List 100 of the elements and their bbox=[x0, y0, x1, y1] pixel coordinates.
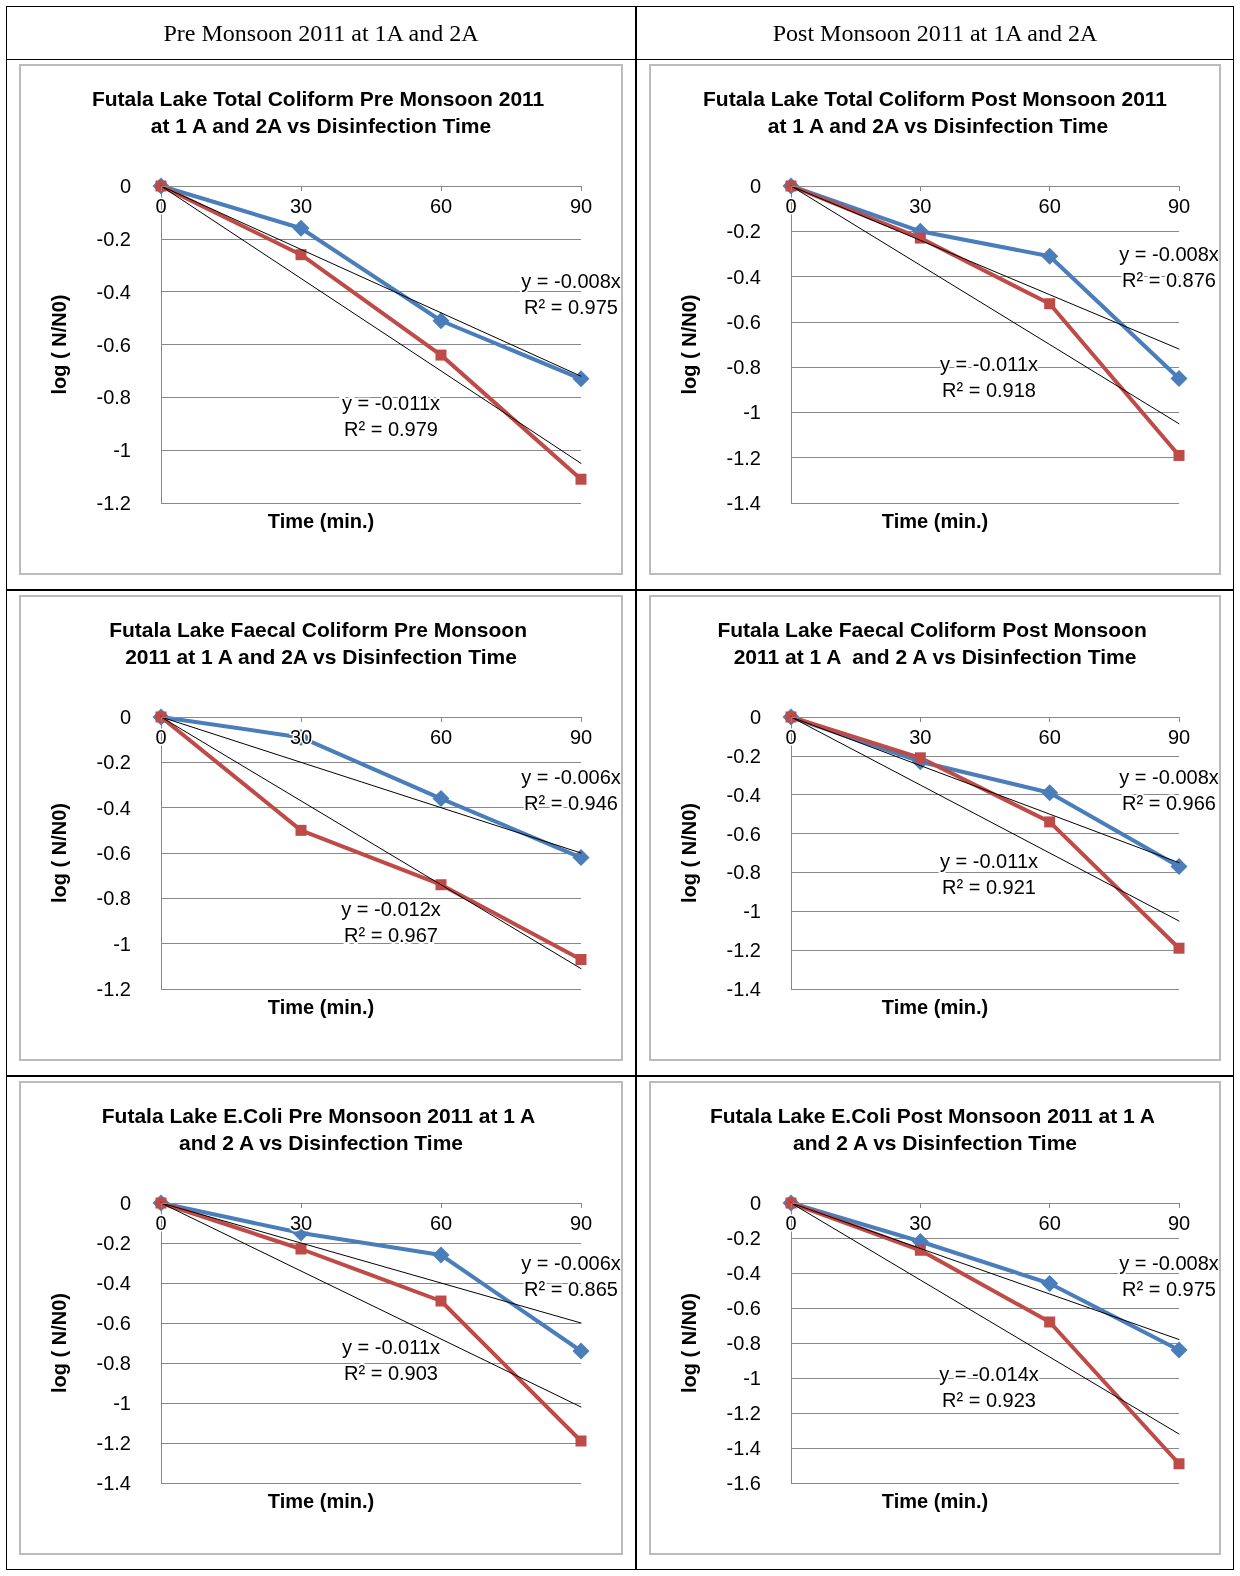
annotation: y = -0.006x bbox=[521, 1252, 621, 1274]
x-axis-title: Time (min.) bbox=[267, 1490, 375, 1512]
x-tick-label: 90 bbox=[1167, 195, 1191, 217]
y-tick-label: -1.4 bbox=[96, 1472, 131, 1494]
y-tick-label: -0.4 bbox=[96, 796, 131, 819]
y-tick-label: -0.8 bbox=[726, 861, 761, 884]
y-tick-label: -0.8 bbox=[96, 887, 131, 910]
y-tick-label: -0.6 bbox=[726, 822, 761, 845]
x-tick-label: 0 bbox=[155, 1212, 167, 1234]
y-tick-label: -0.6 bbox=[96, 842, 131, 864]
y-axis-title: log ( N/N0) bbox=[678, 803, 700, 903]
x-tick-label: 30 bbox=[289, 195, 313, 217]
y-tick-label: 0 bbox=[749, 1192, 761, 1214]
annotation: y = -0.008x bbox=[1119, 1252, 1219, 1274]
y-tick-label: -1.2 bbox=[726, 1402, 761, 1424]
annotation: y = -0.008x bbox=[1119, 766, 1219, 788]
x-axis-title: Time (min.) bbox=[881, 510, 989, 532]
annotation: y = -0.011x bbox=[341, 1336, 441, 1358]
annotation: y = -0.006x bbox=[521, 766, 621, 788]
annotation: y = -0.011x bbox=[939, 352, 1039, 375]
x-tick-label: 90 bbox=[569, 1212, 593, 1234]
x-tick-label: 60 bbox=[1038, 1212, 1061, 1234]
y-axis-title: log ( N/N0) bbox=[48, 1293, 70, 1393]
annotation: R² = 0.975 bbox=[1122, 1278, 1216, 1300]
chart-title: Futala Lake Faecal Coliform Post Monsoon 2011 at 1 A and 2 A vs Disinfection Time bbox=[717, 618, 1153, 668]
y-axis-title: log ( N/N0) bbox=[678, 1293, 700, 1393]
annotation: y = -0.011x bbox=[939, 850, 1039, 872]
annotation: y = -0.008x bbox=[1119, 243, 1219, 266]
y-tick-label: -0.8 bbox=[726, 1332, 761, 1354]
chart-title: Futala Lake Faecal Coliform Pre Monsoon 2011 at 1 A and 2A vs Disinfection Time bbox=[109, 618, 533, 668]
y-tick-label: 0 bbox=[749, 706, 761, 728]
y-tick-label: 0 bbox=[749, 175, 761, 197]
x-tick-label: 90 bbox=[1167, 1212, 1191, 1234]
y-tick-label: -1.2 bbox=[726, 939, 761, 962]
y-tick-label: -0.2 bbox=[726, 744, 761, 767]
y-tick-label: -1.2 bbox=[96, 978, 131, 1000]
x-axis-title: Time (min.) bbox=[267, 510, 375, 532]
y-tick-label: -0.8 bbox=[96, 1352, 131, 1374]
x-tick-label: 30 bbox=[909, 1212, 932, 1234]
chart-title: Futala Lake E.Coli Pre Monsoon 2011 at 1 A and 2 A vs Disinfection Time bbox=[101, 1104, 541, 1154]
y-tick-label: -1 bbox=[113, 1392, 131, 1414]
annotation: R² = 0.865 bbox=[524, 1278, 618, 1300]
x-tick-label: 0 bbox=[785, 195, 797, 217]
x-axis-title: Time (min.) bbox=[267, 996, 375, 1018]
x-tick-label: 60 bbox=[429, 726, 453, 748]
y-tick-label: -0.4 bbox=[96, 280, 131, 303]
x-tick-label: 30 bbox=[289, 1212, 313, 1234]
y-tick-label: 0 bbox=[119, 175, 131, 197]
y-tick-label: -0.4 bbox=[96, 1272, 131, 1294]
y-tick-label: -1.6 bbox=[726, 1472, 761, 1494]
y-tick-label: -1 bbox=[743, 900, 761, 923]
annotation: R² = 0.967 bbox=[344, 923, 438, 946]
y-tick-label: 0 bbox=[119, 706, 131, 728]
annotation: R² = 0.946 bbox=[524, 792, 618, 814]
annotation: R² = 0.979 bbox=[344, 418, 438, 441]
annotation: R² = 0.918 bbox=[942, 378, 1036, 401]
y-tick-label: -0.6 bbox=[726, 1297, 761, 1319]
annotation: R² = 0.923 bbox=[942, 1389, 1036, 1411]
x-axis-title: Time (min.) bbox=[881, 1490, 989, 1512]
annotation: R² = 0.921 bbox=[942, 876, 1036, 898]
y-tick-label: -1 bbox=[743, 401, 761, 424]
y-tick-label: -0.6 bbox=[96, 1312, 131, 1334]
y-tick-label: -0.6 bbox=[726, 310, 761, 333]
y-tick-label: -1 bbox=[113, 439, 131, 462]
x-tick-label: 60 bbox=[429, 1212, 453, 1234]
y-tick-label: -0.4 bbox=[726, 1262, 761, 1284]
annotation: R² = 0.975 bbox=[524, 296, 618, 319]
y-tick-label: -0.8 bbox=[726, 356, 761, 379]
x-tick-label: 0 bbox=[785, 1212, 797, 1234]
y-tick-label: -1.4 bbox=[726, 492, 761, 514]
chart-subtitle: Post Monsoon 2011 at 1A and 2A bbox=[637, 7, 1233, 60]
x-tick-label: 90 bbox=[569, 726, 593, 748]
y-tick-label: -0.2 bbox=[96, 227, 131, 250]
annotation: y = -0.011x bbox=[341, 392, 441, 415]
y-tick-label: -1.4 bbox=[726, 978, 761, 1000]
chart-title: Futala Lake Total Coliform Post Monsoon 2011 at 1 A and 2A vs Disinfection Time bbox=[702, 87, 1168, 137]
y-tick-label: -1 bbox=[113, 932, 131, 955]
x-tick-label: 60 bbox=[1038, 195, 1061, 217]
x-tick-label: 30 bbox=[909, 726, 932, 748]
y-tick-label: -1.2 bbox=[726, 446, 761, 469]
y-tick-label: -1.2 bbox=[96, 492, 131, 514]
annotation: R² = 0.903 bbox=[344, 1362, 438, 1384]
annotation: R² = 0.876 bbox=[1122, 269, 1216, 292]
x-tick-label: 60 bbox=[1038, 726, 1061, 748]
x-tick-label: 90 bbox=[1167, 726, 1191, 748]
y-tick-label: -0.2 bbox=[96, 1232, 131, 1254]
y-tick-label: 0 bbox=[119, 1192, 131, 1214]
annotation: y = -0.008x bbox=[521, 270, 621, 293]
y-tick-label: -1.2 bbox=[96, 1432, 131, 1454]
y-axis-title: log ( N/N0) bbox=[48, 294, 70, 395]
chart-title: Futala Lake Total Coliform Pre Monsoon 2011 at 1 A and 2A vs Disinfection Time bbox=[91, 87, 551, 137]
annotation: y = -0.012x bbox=[341, 897, 441, 920]
y-axis-title: log ( N/N0) bbox=[48, 803, 70, 903]
annotation: y = -0.014x bbox=[939, 1363, 1039, 1385]
y-tick-label: -1.4 bbox=[726, 1437, 761, 1459]
x-axis-title: Time (min.) bbox=[881, 996, 989, 1018]
y-tick-label: -0.4 bbox=[726, 783, 761, 806]
y-axis-title: log ( N/N0) bbox=[678, 294, 700, 395]
x-tick-label: 0 bbox=[155, 195, 167, 217]
chart-title: Futala Lake E.Coli Post Monsoon 2011 at 1 A and 2 A vs Disinfection Time bbox=[709, 1104, 1161, 1154]
